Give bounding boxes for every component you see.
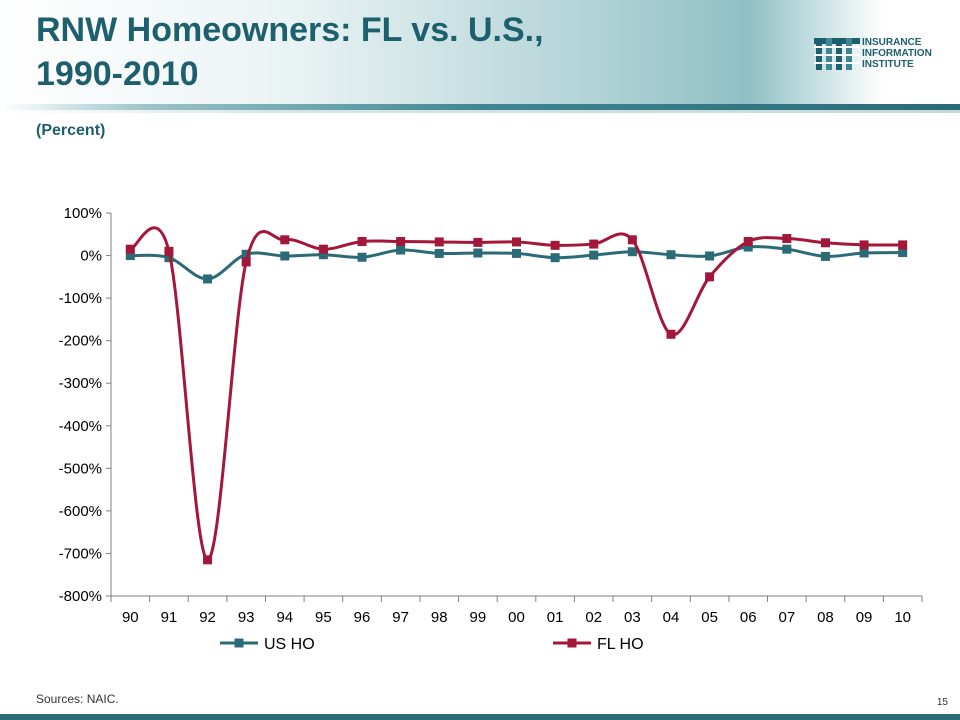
y-tick-label: -200%	[59, 333, 102, 350]
data-point-fl-ho	[589, 239, 599, 249]
header-band	[0, 0, 960, 104]
x-tick-label: 98	[431, 609, 448, 626]
x-tick-label: 01	[547, 609, 564, 626]
x-tick-label: 95	[315, 609, 332, 626]
x-tick-label: 04	[663, 609, 680, 626]
x-tick-label: 92	[199, 609, 216, 626]
y-tick-label: 100%	[64, 205, 102, 222]
y-tick-label: -400%	[59, 418, 102, 435]
data-point-us-ho	[318, 250, 328, 260]
logo-line-1: INSURANCE	[862, 37, 922, 48]
data-point-us-ho	[550, 253, 560, 263]
iii-logo-icon	[814, 38, 860, 70]
y-tick-label: -800%	[59, 588, 102, 605]
data-point-fl-ho	[357, 237, 367, 247]
data-point-us-ho	[666, 250, 676, 260]
x-tick-label: 08	[817, 609, 834, 626]
data-point-fl-ho	[203, 555, 213, 565]
x-tick-label: 93	[238, 609, 255, 626]
logo-line-3: INSTITUTE	[862, 59, 914, 70]
y-tick-label: 0%	[80, 248, 102, 265]
data-point-us-ho	[203, 274, 213, 284]
data-point-us-ho	[589, 250, 599, 260]
data-point-fl-ho	[280, 235, 290, 245]
x-tick-label: 06	[740, 609, 757, 626]
series-line-fl-ho	[129, 226, 903, 562]
data-point-us-ho	[859, 248, 869, 258]
data-point-us-ho	[898, 248, 908, 258]
y-tick-label: -500%	[59, 460, 102, 477]
data-point-us-ho	[473, 248, 483, 258]
footer-bar	[0, 714, 960, 720]
page-number: 15	[936, 697, 948, 708]
data-point-us-ho	[782, 244, 792, 254]
data-point-fl-ho	[705, 272, 715, 282]
data-point-fl-ho	[473, 237, 483, 247]
x-tick-label: 03	[624, 609, 641, 626]
data-point-fl-ho	[859, 240, 869, 250]
header-divider-shadow	[0, 110, 960, 113]
data-point-us-ho	[705, 251, 715, 261]
iii-logo: INSURANCE INFORMATION INSTITUTE	[814, 34, 954, 74]
y-tick-label: -300%	[59, 375, 102, 392]
data-point-fl-ho	[125, 244, 135, 254]
y-tick-label: -600%	[59, 503, 102, 520]
legend-swatch-marker-fl-ho	[567, 638, 577, 648]
data-point-us-ho	[434, 248, 444, 258]
data-point-us-ho	[125, 251, 135, 261]
data-point-fl-ho	[318, 244, 328, 254]
chart-subtitle: (Percent)	[36, 122, 106, 139]
data-point-us-ho	[241, 249, 251, 259]
data-point-us-ho	[357, 252, 367, 262]
data-point-fl-ho	[898, 240, 908, 250]
data-point-fl-ho	[782, 234, 792, 244]
legend-label-fl-ho: FL HO	[597, 636, 644, 653]
x-tick-label: 02	[585, 609, 602, 626]
data-point-fl-ho	[434, 237, 444, 247]
data-point-fl-ho	[241, 257, 251, 267]
data-point-fl-ho	[743, 237, 753, 247]
data-point-fl-ho	[627, 235, 637, 245]
x-tick-label: 05	[701, 609, 718, 626]
y-tick-label: -700%	[59, 545, 102, 562]
x-tick-label: 10	[894, 609, 911, 626]
data-point-us-ho	[396, 245, 406, 255]
x-tick-label: 96	[354, 609, 371, 626]
data-point-us-ho	[512, 248, 521, 258]
data-point-us-ho	[743, 242, 753, 252]
x-tick-label: 90	[122, 609, 139, 626]
y-tick-label: -100%	[59, 290, 102, 307]
x-tick-label: 09	[856, 609, 873, 626]
x-tick-label: 91	[161, 609, 178, 626]
data-point-fl-ho	[164, 246, 174, 256]
x-tick-label: 07	[778, 609, 795, 626]
iii-logo-text: INSURANCE INFORMATION INSTITUTE	[862, 37, 932, 70]
header-divider	[0, 104, 960, 110]
legend-swatch-marker-us-ho	[234, 638, 244, 648]
data-point-fl-ho	[666, 329, 676, 339]
data-point-us-ho	[820, 251, 830, 261]
x-tick-label: 00	[508, 609, 525, 626]
page-title-line1: RNW Homeowners: FL vs. U.S.,	[36, 11, 544, 49]
x-tick-label: 97	[392, 609, 409, 626]
data-point-fl-ho	[396, 237, 406, 247]
x-tick-label: 94	[276, 609, 293, 626]
x-tick-label: 99	[470, 609, 487, 626]
legend-label-us-ho: US HO	[264, 636, 315, 653]
data-point-fl-ho	[820, 238, 830, 248]
page-title: RNW Homeowners: FL vs. U.S., 1990-2010	[36, 8, 736, 96]
data-point-fl-ho	[512, 237, 521, 247]
data-point-fl-ho	[550, 240, 560, 250]
data-point-us-ho	[280, 251, 290, 261]
logo-line-2: INFORMATION	[862, 48, 932, 59]
page-title-line2: 1990-2010	[36, 55, 199, 93]
data-point-us-ho	[627, 247, 637, 257]
sources-note: Sources: NAIC.	[36, 692, 119, 706]
